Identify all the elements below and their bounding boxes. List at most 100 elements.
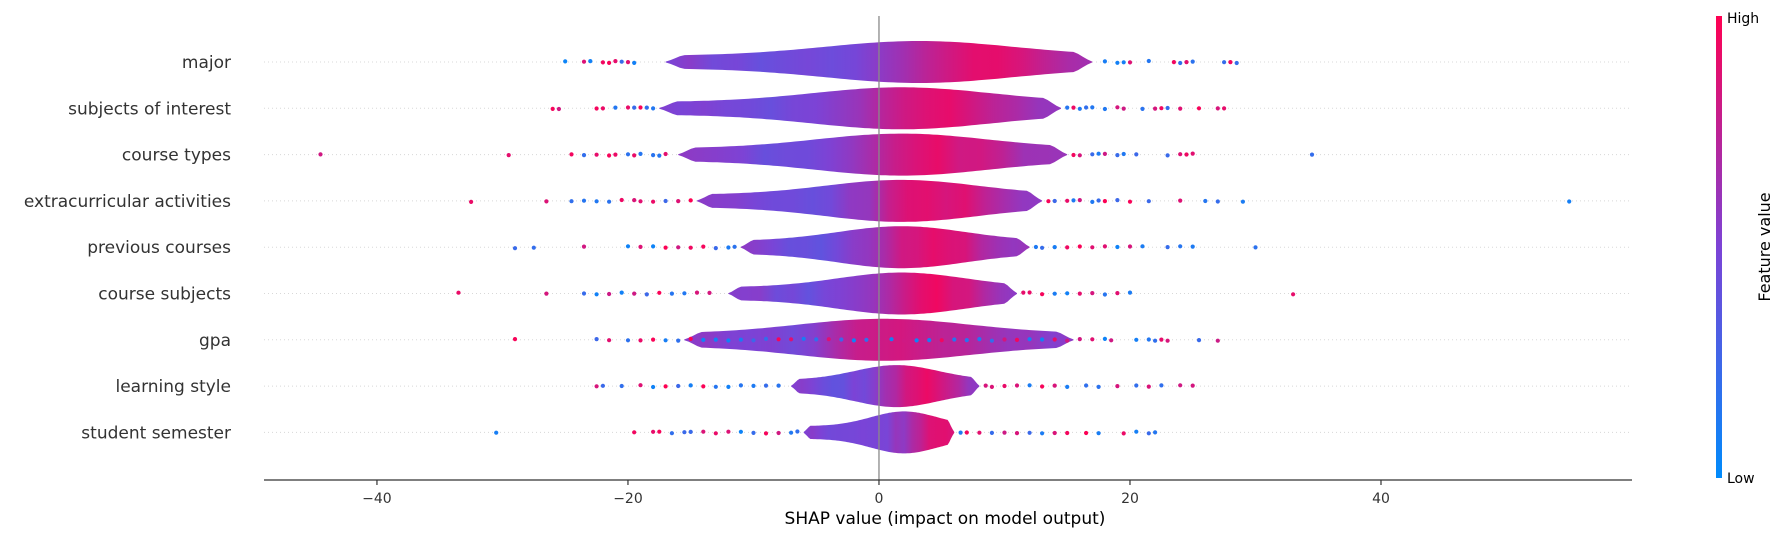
data-point	[1127, 244, 1133, 249]
feature-label: gpa	[199, 331, 231, 351]
data-point	[1077, 291, 1082, 296]
data-point	[544, 291, 549, 296]
data-point	[469, 199, 474, 204]
data-point	[1134, 337, 1139, 342]
data-point	[1127, 290, 1133, 295]
data-point	[1184, 152, 1189, 157]
data-point	[1146, 199, 1151, 204]
data-point	[1127, 60, 1133, 65]
data-point	[581, 59, 587, 64]
data-point	[613, 105, 618, 110]
data-point	[738, 429, 744, 434]
data-point	[1096, 151, 1101, 156]
data-point	[550, 106, 555, 111]
data-point	[651, 337, 656, 342]
x-ticks: −40 −20 0 20 40	[362, 480, 1390, 507]
data-point	[1102, 106, 1107, 112]
data-point	[651, 244, 656, 249]
data-point	[1052, 198, 1057, 204]
data-point	[1077, 244, 1082, 249]
colorbar-title: Feature value	[1755, 192, 1774, 301]
data-point	[1121, 431, 1126, 436]
feature-label: learning style	[115, 377, 231, 397]
data-point	[1084, 383, 1089, 388]
data-point	[707, 290, 712, 295]
violin-course-subjects	[728, 272, 1017, 315]
data-point	[494, 430, 499, 435]
data-point	[1002, 383, 1007, 389]
data-point	[594, 106, 599, 111]
data-point	[1146, 384, 1151, 389]
data-point	[607, 60, 612, 65]
data-point	[1215, 106, 1220, 111]
data-point	[1134, 429, 1139, 434]
data-point	[964, 430, 969, 435]
data-point	[581, 153, 587, 158]
data-point	[989, 430, 995, 435]
data-point	[676, 245, 681, 250]
data-point	[1153, 106, 1158, 111]
data-point	[569, 199, 574, 204]
data-point	[776, 383, 781, 388]
data-point	[1071, 198, 1076, 203]
data-point	[1102, 199, 1107, 204]
data-point	[1065, 291, 1070, 296]
feature-label: course subjects	[98, 285, 231, 305]
data-point	[688, 245, 693, 250]
data-point	[701, 244, 706, 249]
data-point	[1040, 245, 1045, 250]
data-point	[1134, 383, 1139, 388]
data-point	[651, 153, 656, 158]
data-point	[1115, 384, 1120, 389]
data-point	[1196, 106, 1202, 111]
data-point	[795, 429, 800, 434]
data-point	[1190, 59, 1195, 64]
data-point	[914, 338, 919, 343]
data-point	[663, 384, 668, 389]
data-point	[1084, 430, 1089, 436]
data-point	[594, 384, 599, 389]
data-point	[638, 244, 643, 249]
data-point	[1102, 59, 1107, 64]
data-point	[1077, 198, 1082, 203]
data-point	[1065, 105, 1070, 110]
data-point	[1222, 60, 1227, 65]
data-point	[569, 152, 574, 157]
feature-label: extracurricular activities	[24, 192, 231, 212]
data-point	[657, 290, 662, 295]
data-point	[726, 429, 731, 434]
data-point	[1567, 199, 1572, 204]
data-point	[989, 338, 995, 343]
data-point	[1159, 337, 1164, 342]
data-point	[1115, 198, 1120, 203]
data-point	[688, 429, 693, 434]
data-point	[1040, 384, 1045, 389]
data-point	[1153, 430, 1158, 435]
data-point	[1090, 199, 1095, 204]
data-point	[663, 338, 668, 343]
data-point	[751, 383, 756, 388]
feature-label: course types	[122, 146, 231, 166]
data-point	[726, 245, 731, 250]
data-point	[581, 244, 587, 249]
data-point	[1165, 105, 1170, 111]
data-point	[1234, 60, 1239, 66]
data-point	[651, 384, 656, 390]
data-point	[625, 152, 631, 157]
colorbar	[1716, 16, 1722, 478]
data-point	[657, 429, 662, 434]
data-point	[1033, 244, 1038, 250]
data-point	[1178, 244, 1183, 249]
data-point	[1077, 153, 1082, 158]
data-point	[1027, 290, 1032, 295]
data-point	[682, 291, 687, 296]
data-point	[625, 105, 631, 110]
data-point	[776, 337, 781, 342]
data-point	[600, 106, 606, 111]
data-point	[588, 59, 593, 64]
data-point	[927, 338, 932, 343]
data-point	[581, 291, 587, 296]
data-point	[1090, 291, 1095, 296]
data-point	[619, 197, 624, 203]
data-point	[694, 290, 700, 295]
